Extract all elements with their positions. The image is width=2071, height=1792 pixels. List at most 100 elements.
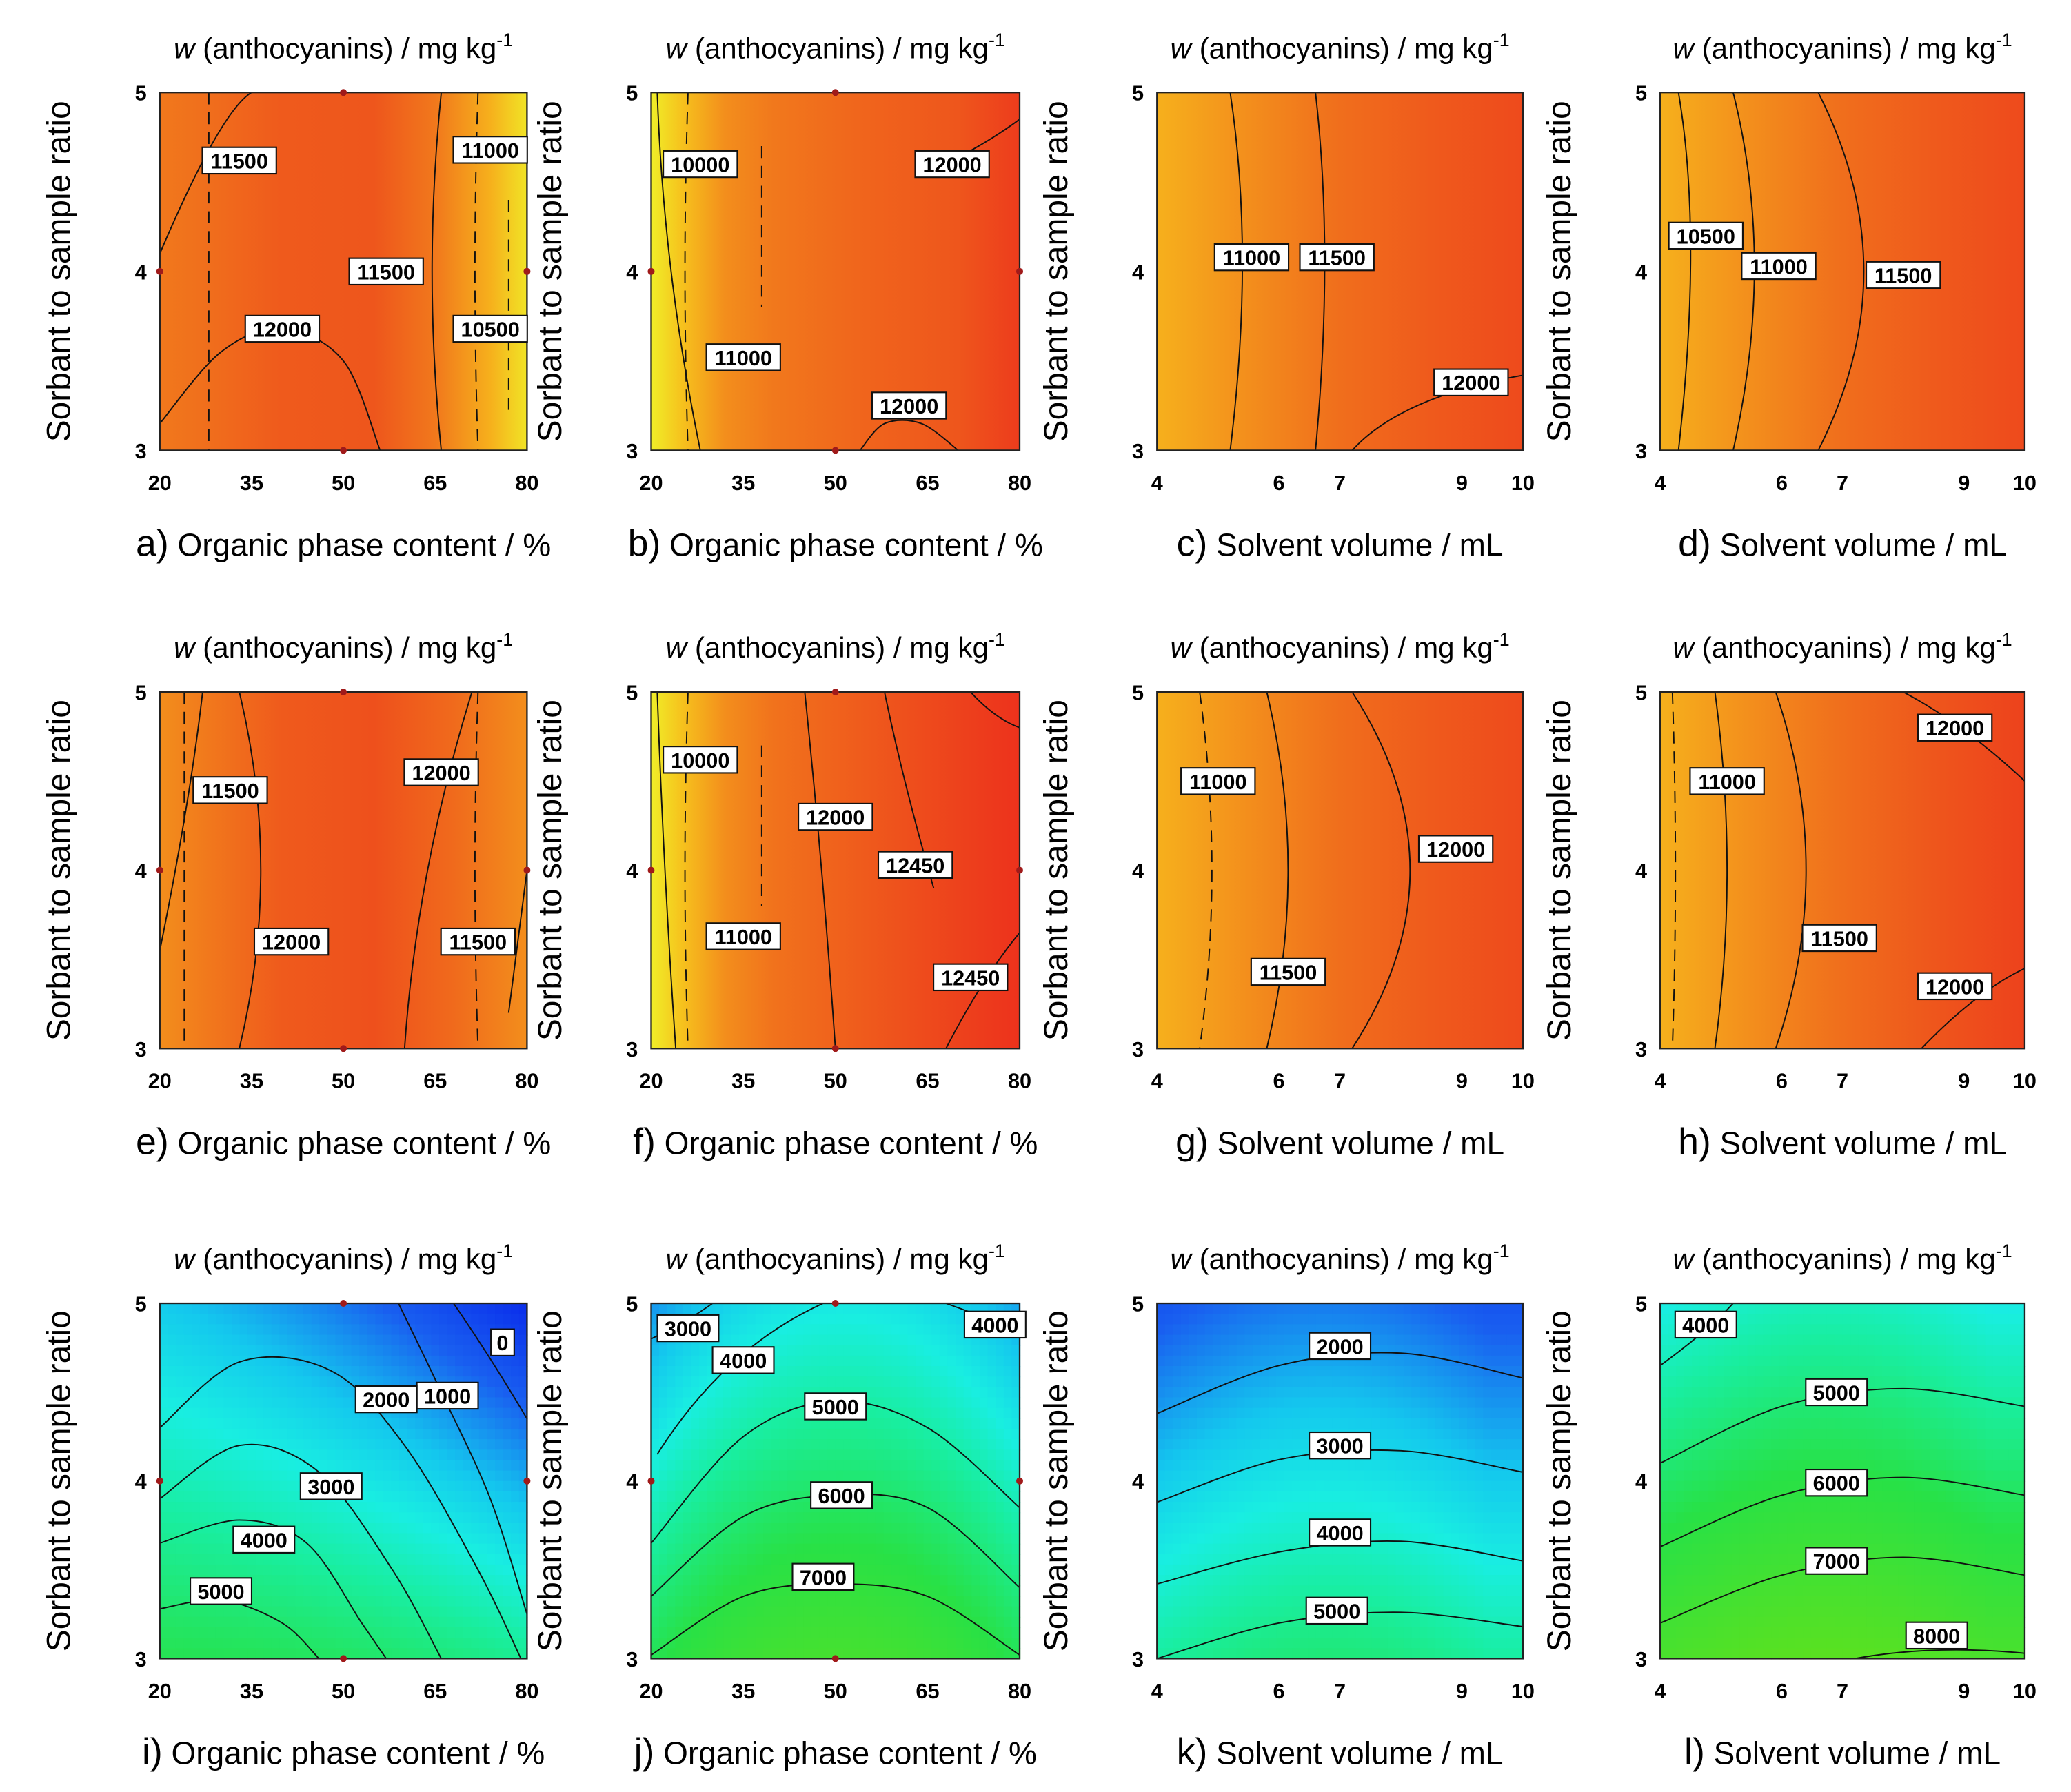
x-tick-label: 80	[515, 471, 538, 495]
title-superscript: -1	[496, 1241, 513, 1261]
x-tick-label: 9	[1958, 471, 1970, 495]
y-tick-label: 3	[135, 1038, 147, 1061]
contour-label-box	[1917, 713, 1993, 742]
y-tick-label: 3	[135, 440, 147, 463]
contour-label-box	[877, 851, 953, 879]
panel-title: w (anthocyanins) / mg kg-1	[666, 1241, 1005, 1275]
surface-fill	[1660, 92, 2025, 451]
contour-label: 11500	[357, 261, 415, 284]
y-tick-label: 5	[135, 1293, 147, 1316]
title-text: (anthocyanins) / mg kg	[1191, 1243, 1493, 1275]
contour-label-box	[871, 391, 947, 420]
title-superscript: -1	[1493, 1241, 1510, 1261]
x-tick-label: 10	[1511, 471, 1535, 495]
panel-letter: k)	[1177, 1731, 1208, 1773]
contour-label: 5000	[197, 1580, 244, 1604]
x-tick-label: 4	[1151, 471, 1163, 495]
y-axis-label: Sorbant to sample ratio	[1038, 101, 1075, 442]
x-tick-label: 9	[1456, 471, 1468, 495]
contour-label-box	[490, 1328, 515, 1356]
y-tick-label: 5	[1635, 682, 1647, 705]
x-tick-label: 35	[731, 1070, 755, 1093]
x-tick-label: 6	[1776, 1680, 1788, 1703]
surface-fill	[1157, 92, 1523, 451]
panel-letter: e)	[136, 1121, 169, 1163]
x-axis-caption: d) Solvent volume / mL	[1678, 523, 2007, 564]
contour-label: 7000	[1813, 1550, 1860, 1574]
contour-label-box	[963, 1310, 1027, 1339]
panel-letter: b)	[628, 523, 661, 564]
x-axis-label: Solvent volume / mL	[1209, 1126, 1504, 1161]
y-tick-label: 3	[626, 440, 638, 463]
title-symbol: w	[1673, 32, 1696, 64]
x-axis-label: Solvent volume / mL	[1207, 527, 1503, 563]
x-tick-label: 10	[1511, 1680, 1535, 1703]
title-text: (anthocyanins) / mg kg	[194, 631, 496, 664]
y-tick-label: 4	[1132, 859, 1144, 883]
contour-label: 11500	[1308, 247, 1366, 270]
design-point	[340, 1655, 347, 1662]
panel-title: w (anthocyanins) / mg kg-1	[1673, 30, 2012, 64]
y-tick-label: 3	[1635, 1038, 1647, 1061]
contour-label: 10000	[671, 154, 729, 177]
contour-line	[403, 692, 473, 1049]
design-point	[156, 267, 163, 275]
contour-label: 12000	[1926, 717, 1984, 740]
contour-line	[859, 419, 959, 451]
contour-label: 1000	[424, 1385, 471, 1408]
y-tick-label: 4	[1132, 261, 1144, 284]
panel-a: 11500 12000 11500 11000 10500 20 35 50 65 80 3 4 5 So…	[41, 30, 552, 564]
contour-label-box	[403, 758, 479, 786]
title-symbol: w	[666, 1243, 689, 1275]
x-axis-caption: f) Organic phase content / %	[633, 1121, 1038, 1163]
design-point	[156, 1477, 163, 1485]
x-tick-label: 80	[1008, 471, 1031, 495]
plot-frame	[1156, 1302, 1524, 1660]
contour-lines	[1199, 692, 1411, 1049]
contour-line	[1266, 692, 1289, 1049]
x-tick-label: 80	[1008, 1680, 1031, 1703]
panel-b: 10000 11000 12000 12000 20 35 50 65 80 3 4 5 Sorbant…	[532, 30, 1043, 564]
title-superscript: -1	[496, 30, 513, 50]
contour-label-box	[1299, 243, 1375, 272]
contour-label: 3000	[307, 1476, 354, 1499]
design-point	[831, 1655, 839, 1662]
y-tick-label: 5	[1132, 1293, 1144, 1316]
y-tick-label: 4	[135, 261, 147, 284]
y-axis-label: Sorbant to sample ratio	[1038, 1310, 1075, 1651]
contour-label: 12000	[1426, 838, 1485, 862]
design-point	[1016, 267, 1023, 275]
plot-frame	[1659, 691, 2026, 1050]
contour-label-box	[1674, 1310, 1737, 1339]
contour-label-box	[656, 1314, 720, 1343]
x-axis-caption: h) Solvent volume / mL	[1678, 1121, 2007, 1163]
x-tick-label: 6	[1776, 1070, 1788, 1093]
title-symbol: w	[666, 32, 689, 64]
title-symbol: w	[1673, 1243, 1696, 1275]
y-axis-label: Sorbant to sample ratio	[532, 1310, 569, 1651]
x-tick-label: 20	[639, 471, 663, 495]
design-point	[340, 89, 347, 96]
plot-frame	[1156, 92, 1524, 451]
title-symbol: w	[1171, 1243, 1193, 1275]
panel-letter: c)	[1177, 523, 1208, 564]
x-tick-label: 9	[1958, 1680, 1970, 1703]
x-tick-label: 35	[731, 1680, 755, 1703]
title-text: (anthocyanins) / mg kg	[687, 1243, 989, 1275]
contour-lines	[159, 692, 527, 1049]
x-axis-label: Solvent volume / mL	[1207, 1735, 1503, 1771]
x-tick-label: 65	[423, 1680, 447, 1703]
title-symbol: w	[1673, 631, 1696, 664]
x-tick-label: 9	[1958, 1070, 1970, 1093]
title-superscript: -1	[1493, 30, 1510, 50]
contour-label: 11000	[1750, 255, 1808, 278]
y-tick-label: 5	[626, 1293, 638, 1316]
x-tick-label: 20	[148, 471, 172, 495]
contour-label-box	[1801, 924, 1877, 953]
contour-label-box	[1805, 1468, 1868, 1497]
x-tick-label: 10	[2013, 1680, 2037, 1703]
y-tick-label: 3	[1635, 1648, 1647, 1671]
x-tick-label: 6	[1776, 471, 1788, 495]
y-tick-label: 3	[626, 1038, 638, 1061]
x-tick-label: 35	[731, 471, 755, 495]
